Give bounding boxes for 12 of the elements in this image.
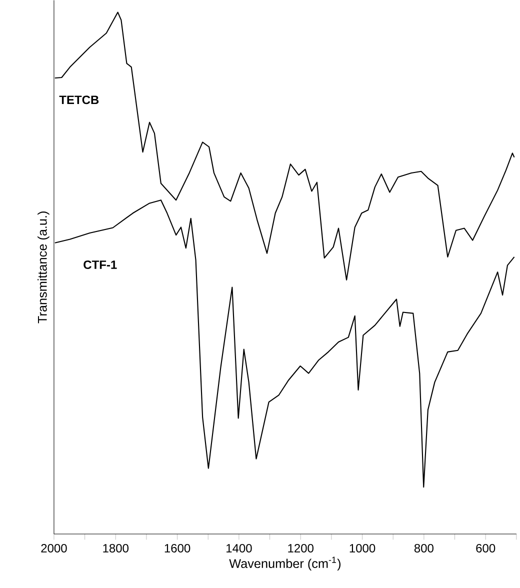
x-tick-label: 600 — [476, 544, 495, 552]
x-tick-label: 1000 — [350, 544, 375, 552]
text: CTF-1 — [83, 260, 117, 269]
x-tick-label: 1200 — [288, 544, 314, 552]
x-tick-label: 1600 — [164, 544, 190, 552]
y-axis-title: Transmittance (a.u.) — [37, 212, 50, 324]
x-axis-title: Wavenumber (cm$^{-1}$) — [228, 556, 340, 571]
x-tick-label: 1800 — [103, 544, 128, 552]
series-label: TETCB — [59, 96, 98, 104]
x-tick-label: 800 — [414, 544, 434, 552]
x-tick-label: 1400 — [226, 544, 252, 552]
x-tick-label: 2000 — [41, 544, 67, 552]
